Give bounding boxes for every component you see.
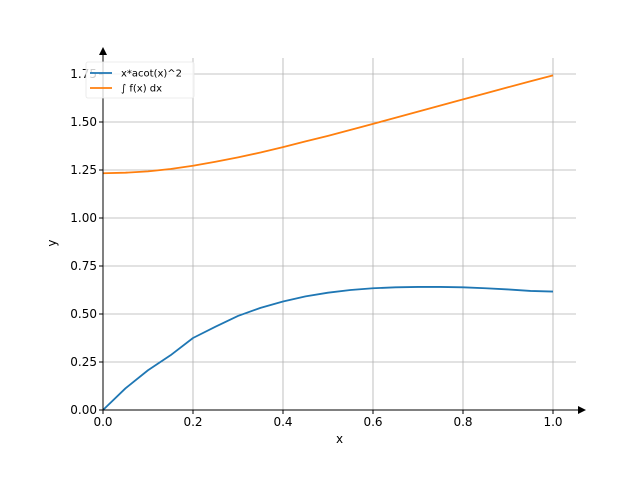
series-line-1 [102, 74, 554, 175]
x-tick-label: 0.6 [363, 415, 382, 429]
x-tick-label: 1.0 [543, 415, 562, 429]
grid [102, 58, 576, 411]
x-tick-label: 0.4 [273, 415, 292, 429]
x-tick-label: 0.8 [453, 415, 472, 429]
y-axis-arrow [99, 47, 107, 55]
x-axis-arrow [578, 406, 586, 414]
x-axis-label: x [336, 432, 343, 446]
x-tick-label: 0.0 [93, 415, 112, 429]
legend-label: ∫ f(x) dx [121, 84, 162, 95]
legend: x*acot(x)^2 ∫ f(x) dx [85, 61, 195, 99]
y-tick-label: 0.75 [70, 259, 97, 273]
series-line-0 [102, 286, 554, 411]
y-tick-label: 0.25 [70, 355, 97, 369]
y-tick-label: 0.50 [70, 307, 97, 321]
y-tick-label: 1.25 [70, 163, 97, 177]
x-tick-label: 0.2 [183, 415, 202, 429]
y-tick-label: 1.00 [70, 211, 97, 225]
y-axis-label: y [45, 239, 59, 246]
legend-label: x*acot(x)^2 [121, 69, 182, 80]
axes [99, 47, 586, 414]
y-tick-label: 1.50 [70, 115, 97, 129]
legend-box [85, 61, 195, 99]
y-tick-label: 0.00 [70, 403, 97, 417]
series-layer [102, 74, 554, 411]
